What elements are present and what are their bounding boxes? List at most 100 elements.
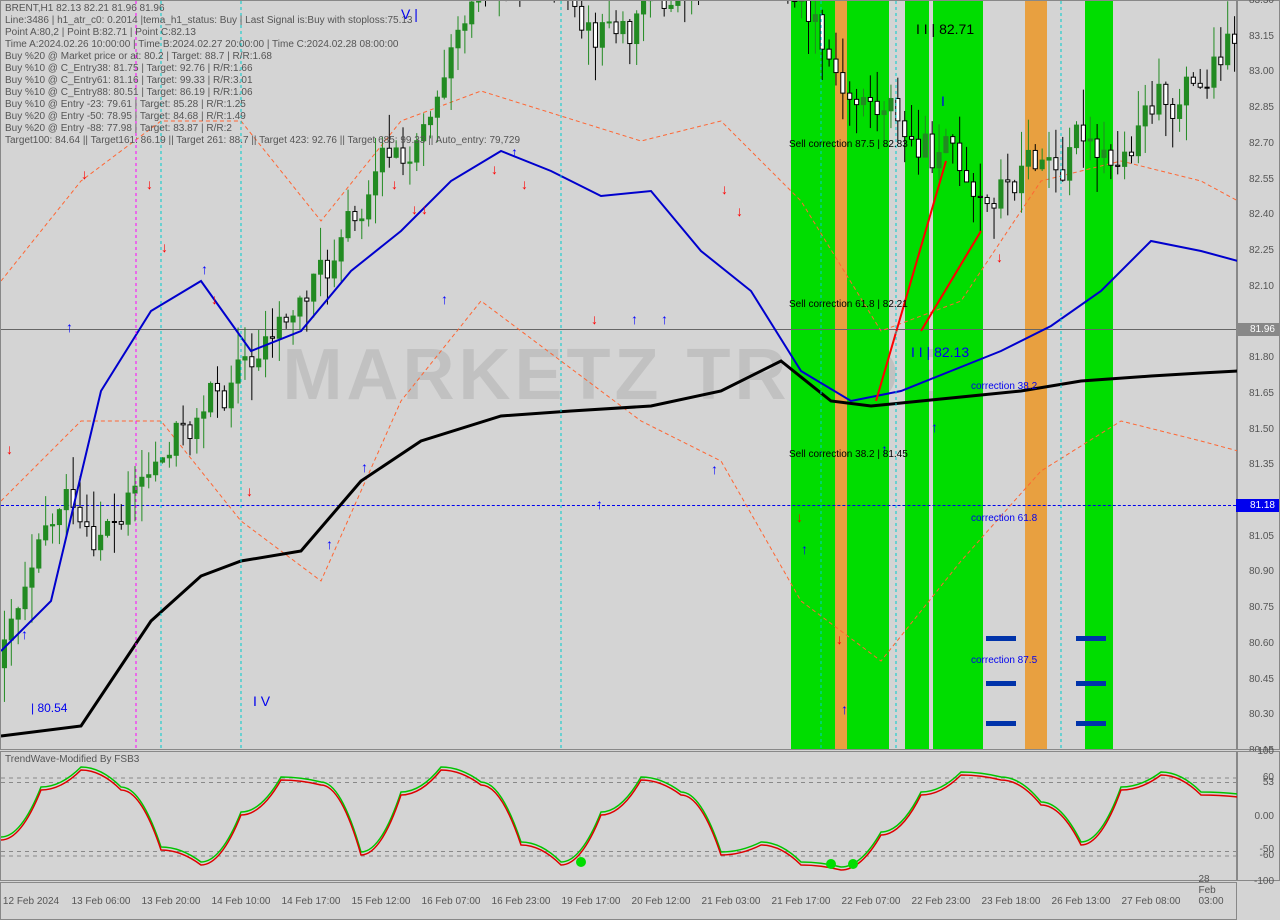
y-tick: 82.25	[1249, 245, 1274, 256]
y-tick: 80.75	[1249, 602, 1274, 613]
arrow-up-icon: ↑	[201, 261, 208, 277]
x-tick: 16 Feb 23:00	[492, 896, 551, 907]
arrow-down-icon: ↓	[591, 311, 598, 327]
x-tick: 26 Feb 13:00	[1052, 896, 1111, 907]
annotation: Sell correction 87.5 | 82.83	[789, 139, 908, 150]
arrow-down-icon: ↓	[211, 291, 218, 307]
x-tick: 19 Feb 17:00	[562, 896, 621, 907]
arrow-down-icon: ↓	[246, 483, 253, 499]
y-tick: 83.00	[1249, 66, 1274, 77]
annotation: Sell correction 61.8 | 82.21	[789, 299, 908, 310]
y-tick-ind: 100	[1257, 746, 1274, 757]
x-tick: 20 Feb 12:00	[632, 896, 691, 907]
arrow-up-icon: ↑	[511, 144, 518, 160]
annotation: I I | 82.71	[916, 21, 974, 37]
annotation: correction 38.2	[971, 381, 1037, 392]
y-tick-ind: -100	[1254, 876, 1274, 887]
annotation: I V	[253, 693, 270, 709]
x-tick: 15 Feb 12:00	[352, 896, 411, 907]
y-tick-ind: 0.00	[1255, 811, 1274, 822]
arrow-up-icon: ↑	[931, 419, 938, 435]
x-tick: 14 Feb 10:00	[212, 896, 271, 907]
y-axis-price: 83.30 83.15 83.00 82.85 82.70 82.55 82.40 82.25…	[1237, 0, 1280, 750]
x-tick: 16 Feb 07:00	[422, 896, 481, 907]
annotation: correction 61.8	[971, 513, 1037, 524]
y-tick: 81.35	[1249, 459, 1274, 470]
y-tick: 80.45	[1249, 674, 1274, 685]
info-line: Time A:2024.02.26 10:00:00 | Time B:2024…	[5, 39, 398, 50]
info-line: Point A:80,2 | Point B:82.71 | Point C:8…	[5, 27, 196, 38]
arrow-up-icon: ↑	[801, 541, 808, 557]
y-axis-indicator: 10060530.00-50-60-100	[1237, 751, 1280, 881]
arrow-down-icon: ↓	[996, 249, 1003, 265]
x-tick: 12 Feb 2024	[3, 896, 59, 907]
y-tick: 81.05	[1249, 531, 1274, 542]
arrow-down-icon: ↓	[391, 176, 398, 192]
y-tick: 83.30	[1249, 0, 1274, 6]
annotation: I I | 82.13	[911, 344, 969, 360]
info-line: BRENT,H1 82.13 82.21 81.96 81.96	[5, 3, 165, 14]
y-tick: 81.50	[1249, 424, 1274, 435]
main-price-chart[interactable]: MARKETZ TRADE ↑↓↑↓↓↓↑↓↓↑↑↓↓↓↑↓↑↓↓↑↑↑↑↓↓↓…	[0, 0, 1237, 750]
y-tick: 83.15	[1249, 31, 1274, 42]
arrow-up-icon: ↑	[711, 461, 718, 477]
info-line: Buy %20 @ Entry -88: 77.98 | Target: 83.…	[5, 123, 232, 134]
y-tick-ind: -60	[1260, 850, 1274, 861]
info-line: Target100: 84.64 || Target161: 86.19 || …	[5, 135, 520, 146]
arrow-up-icon: ↑	[21, 626, 28, 642]
x-tick: 14 Feb 17:00	[282, 896, 341, 907]
x-tick: 13 Feb 20:00	[142, 896, 201, 907]
info-line: Buy %10 @ C_Entry88: 80.51 | Target: 86.…	[5, 87, 253, 98]
y-tick: 82.10	[1249, 281, 1274, 292]
info-line: Buy %20 @ Market price or at: 80.2 | Tar…	[5, 51, 272, 62]
x-tick: 22 Feb 23:00	[912, 896, 971, 907]
arrow-down-icon: ↓	[521, 176, 528, 192]
annotation: Sell correction 38.2 | 81.45	[789, 449, 908, 460]
x-tick: 21 Feb 17:00	[772, 896, 831, 907]
y-tick: 80.60	[1249, 638, 1274, 649]
arrow-up-icon: ↑	[441, 291, 448, 307]
price-marker-level: 81.18	[1236, 499, 1279, 512]
y-tick-ind: 53	[1263, 777, 1274, 788]
annotation: V |	[401, 6, 418, 22]
y-tick: 81.80	[1249, 352, 1274, 363]
x-tick: 21 Feb 03:00	[702, 896, 761, 907]
info-line: Line:3486 | h1_atr_c0: 0.2014 |tema_h1_s…	[5, 15, 413, 26]
arrow-down-icon: ↓	[836, 631, 843, 647]
info-line: Buy %10 @ Entry -23: 79.61 | Target: 85.…	[5, 99, 246, 110]
price-marker-last: 81.96	[1236, 323, 1279, 336]
arrow-down-icon: ↓	[161, 239, 168, 255]
info-line: Buy %10 @ C_Entry38: 81.75 | Target: 92.…	[5, 63, 253, 74]
arrow-down-icon: ↓	[411, 201, 418, 217]
arrow-down-icon: ↓	[796, 509, 803, 525]
y-tick: 82.70	[1249, 138, 1274, 149]
x-tick: 28 Feb 03:00	[1198, 874, 1223, 907]
arrow-up-icon: ↑	[841, 701, 848, 717]
annotation: I	[941, 93, 945, 109]
y-tick: 80.90	[1249, 566, 1274, 577]
y-tick: 82.85	[1249, 102, 1274, 113]
arrow-up-icon: ↑	[596, 496, 603, 512]
arrow-down-icon: ↓	[491, 161, 498, 177]
arrow-up-icon: ↑	[326, 536, 333, 552]
indicator-svg	[1, 752, 1238, 882]
x-tick: 23 Feb 18:00	[982, 896, 1041, 907]
y-tick: 82.55	[1249, 174, 1274, 185]
x-tick: 22 Feb 07:00	[842, 896, 901, 907]
info-line: Buy %20 @ Entry -50: 78.95 | Target: 84.…	[5, 111, 246, 122]
x-tick: 13 Feb 06:00	[72, 896, 131, 907]
arrow-down-icon: ↓	[6, 441, 13, 457]
arrow-up-icon: ↑	[361, 459, 368, 475]
indicator-panel[interactable]: TrendWave-Modified By FSB3	[0, 751, 1237, 881]
arrow-up-icon: ↑	[661, 311, 668, 327]
arrow-up-icon: ↑	[631, 311, 638, 327]
x-axis-time: 12 Feb 2024 13 Feb 06:00 13 Feb 20:00 14 Fe…	[0, 882, 1237, 920]
chart-container: MARKETZ TRADE ↑↓↑↓↓↓↑↓↓↑↑↓↓↓↑↓↑↓↓↑↑↑↑↓↓↓…	[0, 0, 1280, 920]
y-tick: 82.40	[1249, 209, 1274, 220]
annotation: correction 87.5	[971, 655, 1037, 666]
arrow-down-icon: ↓	[146, 176, 153, 192]
y-tick: 81.65	[1249, 388, 1274, 399]
arrow-down-icon: ↓	[736, 203, 743, 219]
arrow-down-icon: ↓	[421, 201, 428, 217]
x-tick: 27 Feb 08:00	[1122, 896, 1181, 907]
